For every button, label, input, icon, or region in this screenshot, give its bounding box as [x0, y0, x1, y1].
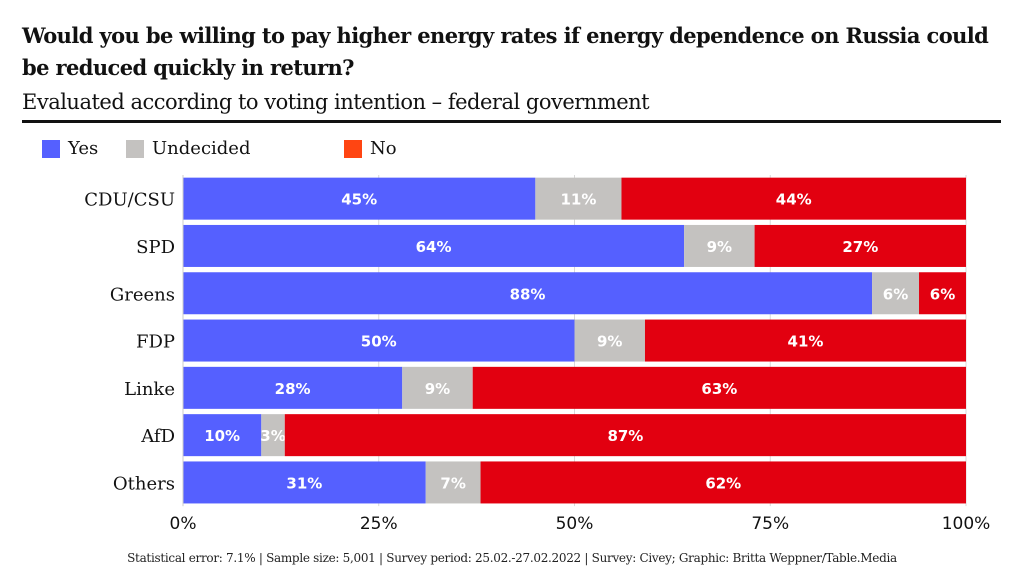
data-label: 87% — [607, 427, 643, 445]
chart-title: Would you be willing to pay higher energ… — [22, 23, 989, 80]
data-label: 6% — [883, 285, 908, 303]
category-label: Others — [113, 473, 175, 494]
data-label: 50% — [361, 333, 397, 351]
category-label: Greens — [110, 284, 175, 305]
data-label: 44% — [776, 191, 812, 209]
bar-segment-no — [754, 224, 966, 267]
bar-segment-undecided — [574, 319, 645, 362]
category-label: AfD — [140, 426, 175, 447]
bar-segment-no — [480, 461, 966, 504]
bar-segment-yes — [183, 177, 536, 220]
bar-segment-no — [472, 366, 966, 409]
legend-swatch-undecided — [126, 139, 144, 158]
x-tick-label: 50% — [556, 514, 594, 534]
legend-swatch-yes — [42, 139, 60, 158]
bar-segment-yes — [183, 319, 575, 362]
chart-subtitle: Evaluated according to voting intention … — [22, 90, 650, 114]
data-label: 11% — [560, 191, 596, 209]
data-label: 28% — [275, 380, 311, 398]
bar-segment-yes — [183, 461, 426, 504]
bar-segment-undecided — [684, 224, 755, 267]
category-label: CDU/CSU — [84, 190, 175, 211]
bar-segment-undecided — [402, 366, 473, 409]
data-label: 7% — [440, 474, 465, 492]
title-divider — [22, 120, 1001, 123]
data-label: 6% — [930, 285, 955, 303]
data-label: 41% — [788, 333, 824, 351]
bar-segment-undecided — [425, 461, 481, 504]
data-label: 62% — [705, 474, 741, 492]
x-tick-label: 0% — [170, 514, 197, 534]
legend-item-no: No — [344, 138, 397, 159]
data-label: 64% — [416, 238, 452, 256]
data-label: 9% — [597, 333, 622, 351]
legend-item-yes: Yes — [42, 138, 98, 159]
bar-segment-undecided — [261, 414, 285, 457]
x-tick-label: 100% — [942, 514, 991, 534]
footer-source-note: Statistical error: 7.1% | Sample size: 5… — [127, 551, 897, 565]
data-label: 9% — [707, 238, 732, 256]
legend-swatch-no — [344, 139, 362, 158]
data-label: 88% — [510, 285, 546, 303]
data-label: 9% — [425, 380, 450, 398]
bar-segment-yes — [183, 366, 403, 409]
legend-label-yes: Yes — [68, 138, 99, 159]
category-label: SPD — [136, 237, 175, 258]
data-label: 45% — [341, 191, 377, 209]
legend-item-undecided: Undecided — [126, 138, 250, 159]
data-label: 3% — [260, 427, 285, 445]
legend-label-undecided: Undecided — [152, 138, 251, 159]
bar-segment-no — [919, 272, 966, 315]
data-label: 63% — [701, 380, 737, 398]
bar-segment-no — [644, 319, 966, 362]
category-label: Linke — [124, 379, 175, 400]
data-label: 27% — [842, 238, 878, 256]
x-tick-label: 25% — [360, 514, 398, 534]
data-label: 31% — [286, 474, 322, 492]
data-label: 10% — [204, 427, 240, 445]
bar-segment-no — [621, 177, 966, 220]
bar-segment-undecided — [872, 272, 920, 315]
bar-segment-yes — [183, 414, 262, 457]
category-label: FDP — [136, 332, 175, 353]
legend-label-no: No — [370, 138, 397, 159]
x-tick-label: 75% — [751, 514, 789, 534]
bar-segment-yes — [183, 272, 873, 315]
bar-segment-undecided — [535, 177, 622, 220]
bar-segment-no — [284, 414, 966, 457]
bar-segment-yes — [183, 224, 685, 267]
